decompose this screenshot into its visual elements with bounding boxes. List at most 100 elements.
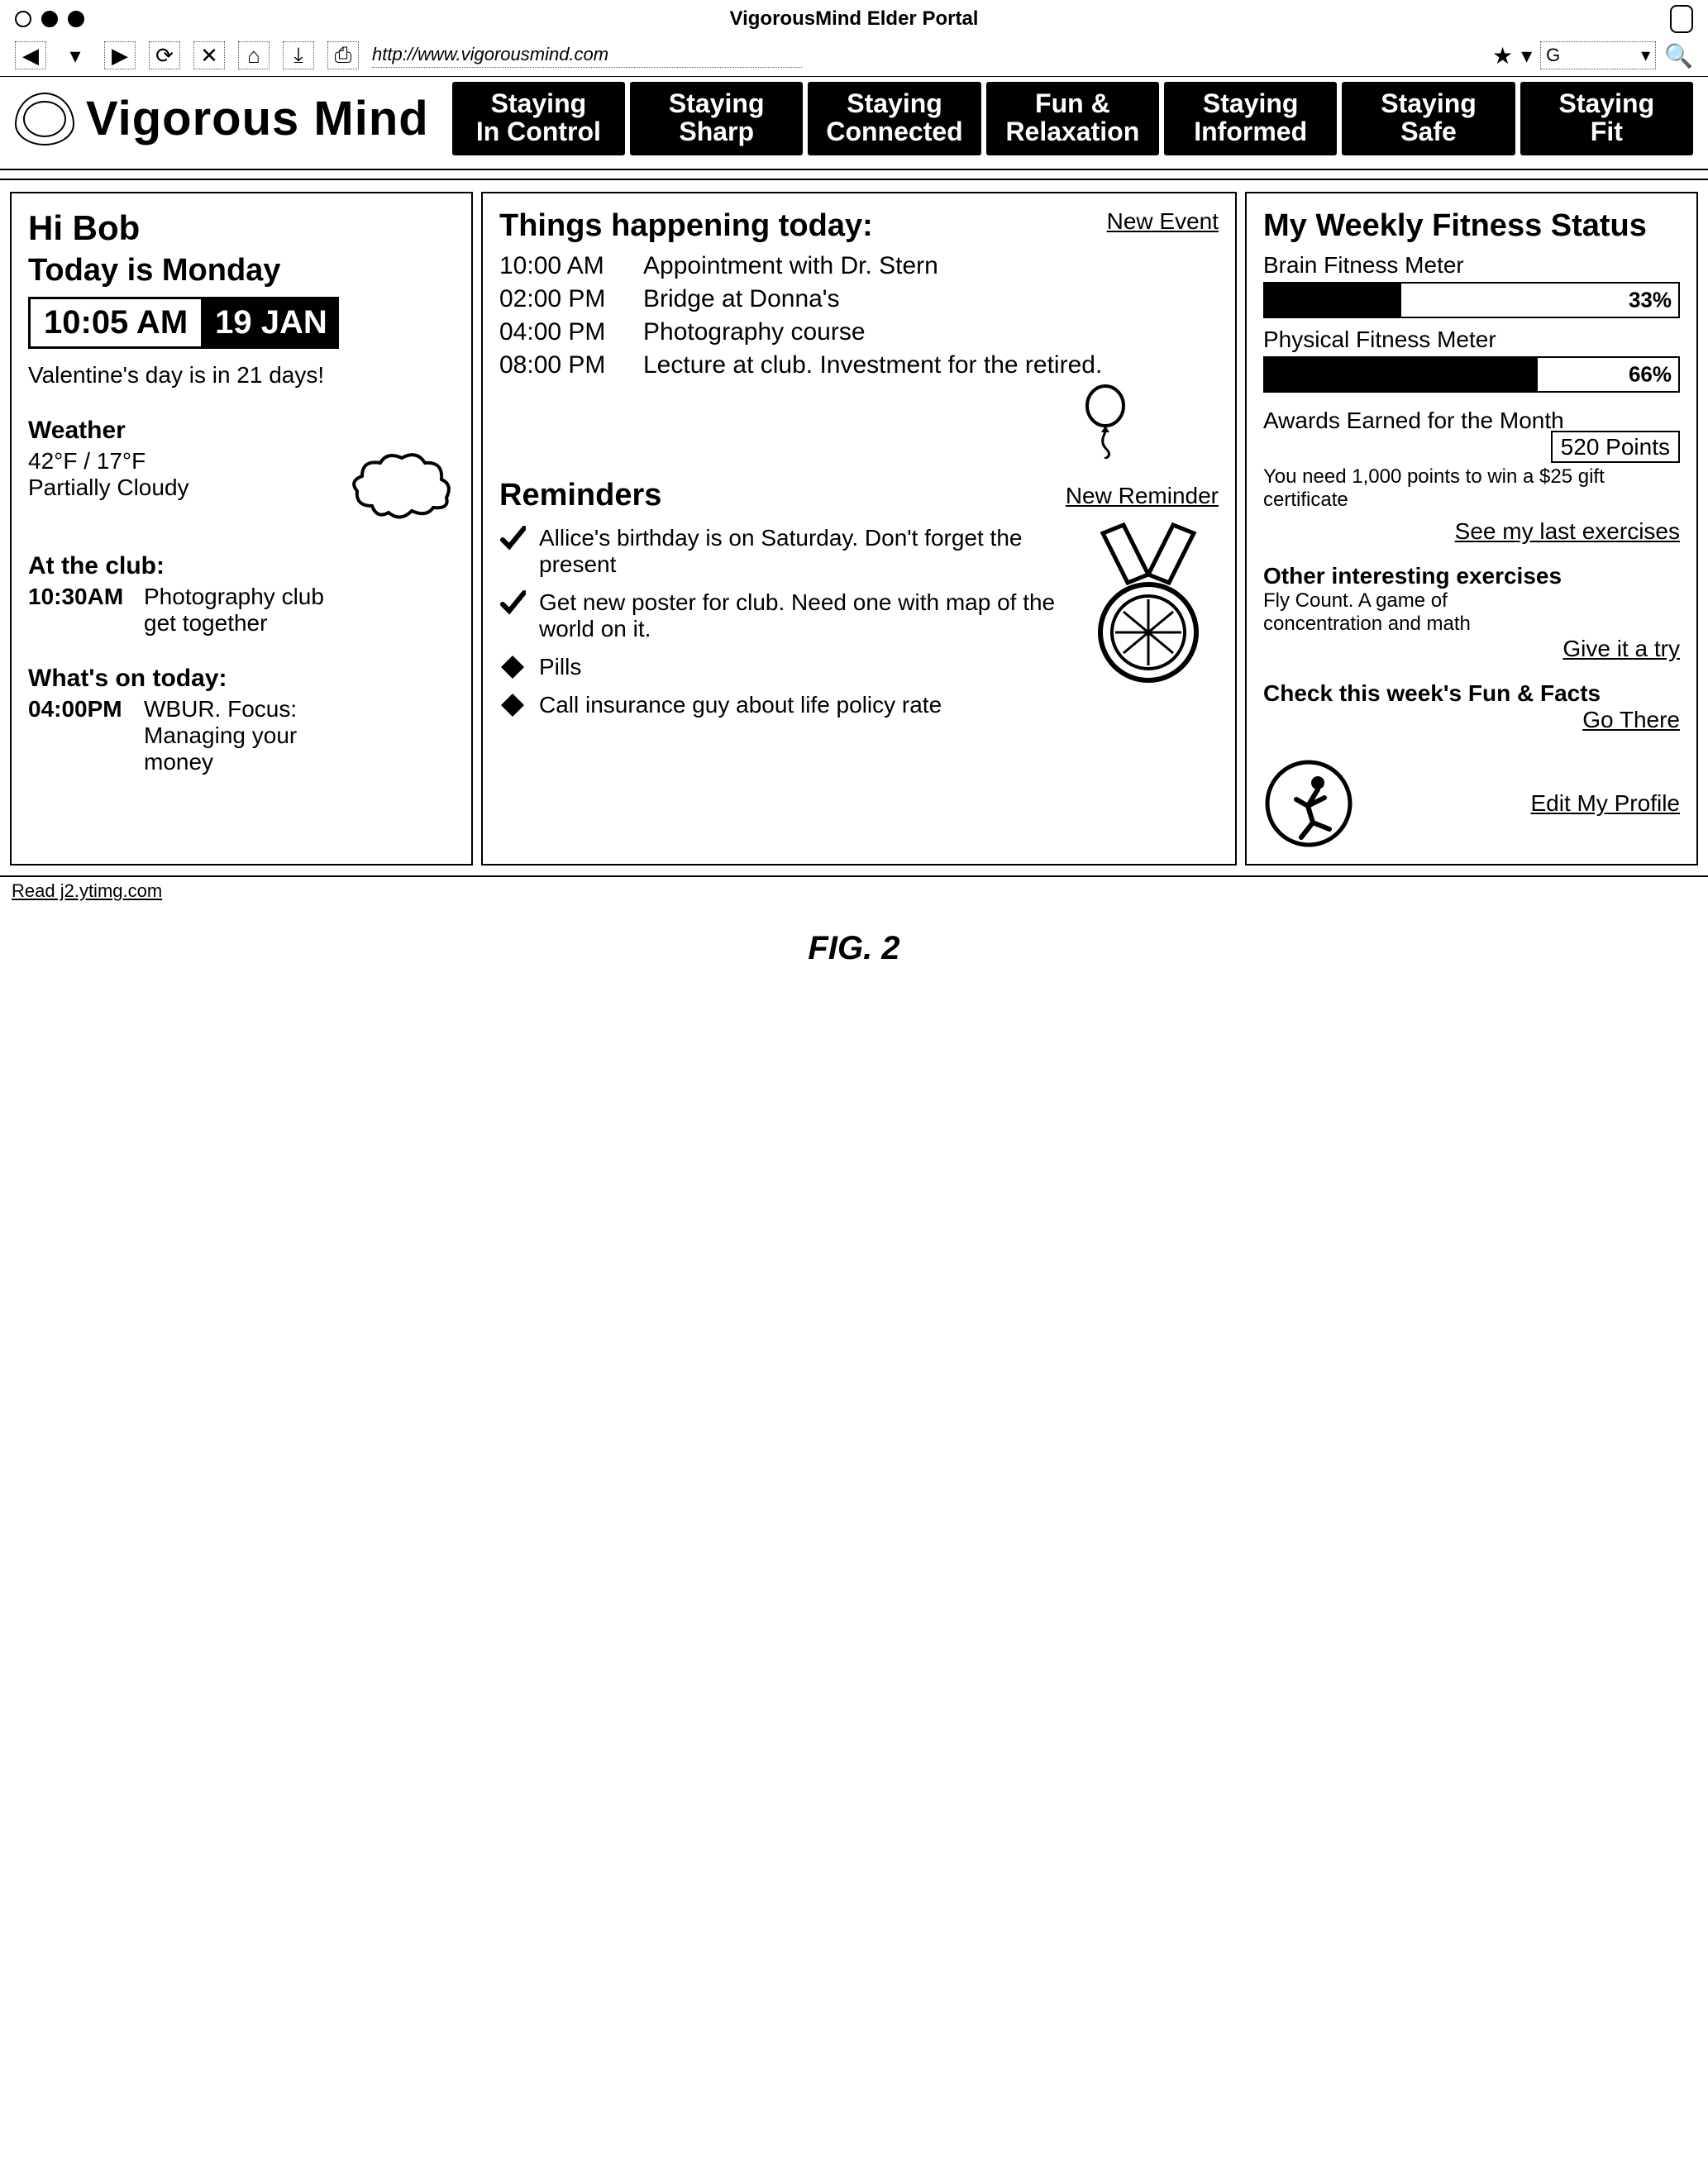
figure-caption: FIG. 2 (0, 930, 1708, 967)
home-button[interactable]: ⌂ (238, 41, 270, 69)
see-last-exercises-link[interactable]: See my last exercises (1455, 518, 1680, 544)
home-icon: ⌂ (247, 43, 260, 69)
physical-meter: 66% (1263, 356, 1680, 393)
nav-tab-line1: Staying (457, 90, 620, 118)
runner-icon (1263, 758, 1354, 849)
nav-tab-line2: Fit (1525, 118, 1688, 146)
nav-tab-connected[interactable]: StayingConnected (808, 82, 980, 155)
event-row[interactable]: 08:00 PMLecture at club. Investment for … (499, 351, 1219, 379)
address-bar[interactable]: http://www.vigorousmind.com (372, 44, 802, 68)
reminder-check-icon (499, 525, 526, 551)
page-down-icon: ⤓ (293, 42, 303, 69)
reload-icon: ⟳ (155, 43, 174, 69)
nav-tab-safe[interactable]: StayingSafe (1342, 82, 1515, 155)
today-label: Today is Monday (28, 253, 455, 289)
forward-icon: ▶ (112, 43, 128, 69)
fun-facts-title: Check this week's Fun & Facts (1263, 680, 1680, 707)
fitness-title: My Weekly Fitness Status (1263, 208, 1680, 244)
main-nav: StayingIn ControlStayingSharpStayingConn… (452, 82, 1693, 155)
event-row[interactable]: 04:00 PMPhotography course (499, 318, 1219, 346)
print-button[interactable]: ⎙ (327, 41, 359, 69)
chevron-down-icon: ▾ (1641, 45, 1650, 66)
center-column: Things happening today: New Event 10:00 … (481, 192, 1237, 866)
header-divider (0, 169, 1708, 180)
other-exercises-line1: Fly Count. A game of (1263, 589, 1680, 613)
nav-tab-line1: Staying (1347, 90, 1510, 118)
back-icon: ◀ (22, 43, 39, 69)
traffic-dot[interactable] (41, 11, 58, 27)
reminder-item[interactable]: Get new poster for club. Need one with m… (499, 589, 1070, 642)
nav-back-button[interactable]: ◀ (15, 41, 46, 69)
brain-meter-label: Brain Fitness Meter (1263, 252, 1680, 279)
nav-tab-line2: Sharp (635, 118, 798, 146)
weather-cloud-icon (347, 448, 455, 524)
search-engine-label: G (1546, 45, 1560, 66)
reminder-item[interactable]: Allice's birthday is on Saturday. Don't … (499, 525, 1070, 578)
right-column: My Weekly Fitness Status Brain Fitness M… (1245, 192, 1698, 866)
go-there-link[interactable]: Go There (1582, 707, 1680, 732)
physical-meter-label: Physical Fitness Meter (1263, 327, 1680, 353)
nav-tab-line2: In Control (457, 118, 620, 146)
event-time: 08:00 PM (499, 351, 632, 379)
reminder-item[interactable]: Call insurance guy about life policy rat… (499, 692, 1070, 718)
reminder-text: Call insurance guy about life policy rat… (539, 692, 942, 718)
status-bar: Read j2.ytimg.com (0, 875, 1708, 905)
club-title: At the club: (28, 552, 455, 580)
reminder-text: Get new poster for club. Need one with m… (539, 589, 1070, 642)
brain-meter: 33% (1263, 282, 1680, 318)
status-text: Read j2.ytimg.com (12, 880, 162, 901)
greeting: Hi Bob (28, 208, 455, 248)
traffic-dot[interactable] (15, 11, 31, 27)
bookmark-dropdown[interactable]: ▾ (1521, 43, 1532, 69)
weather-condition: Partially Cloudy (28, 474, 189, 501)
nav-tab-sharp[interactable]: StayingSharp (630, 82, 803, 155)
current-time: 10:05 AM (28, 297, 203, 349)
search-icon[interactable]: 🔍 (1664, 42, 1693, 69)
new-event-link[interactable]: New Event (1107, 208, 1219, 235)
nav-tab-line1: Staying (813, 90, 976, 118)
window-resize-grip[interactable] (1670, 5, 1693, 33)
holiday-countdown: Valentine's day is in 21 days! (28, 362, 455, 389)
current-date-badge: 19 JAN (203, 297, 339, 349)
whatson-time: 04:00PM (28, 696, 136, 775)
event-row[interactable]: 10:00 AM Appointment with Dr. Stern (499, 252, 1219, 280)
event-desc: Photography course (643, 318, 1219, 346)
event-desc: Appointment with Dr. Stern (643, 252, 1219, 280)
event-time: 10:00 AM (499, 252, 632, 280)
balloon-icon (1083, 384, 1128, 463)
medal-icon (1078, 517, 1219, 690)
give-it-a-try-link[interactable]: Give it a try (1562, 636, 1680, 661)
site-title: Vigorous Mind (86, 91, 429, 146)
nav-tab-line1: Fun & (991, 90, 1154, 118)
reload-button[interactable]: ⟳ (149, 41, 180, 69)
nav-tab-line1: Staying (1169, 90, 1332, 118)
nav-tab-line1: Staying (635, 90, 798, 118)
whatson-line1: WBUR. Focus: (144, 696, 297, 722)
reminder-item[interactable]: Pills (499, 654, 1070, 680)
nav-tab-fit[interactable]: StayingFit (1520, 82, 1693, 155)
nav-dropdown[interactable]: ▾ (60, 41, 91, 69)
window-title: VigorousMind Elder Portal (0, 7, 1708, 31)
traffic-dot[interactable] (68, 11, 84, 27)
reminder-check-icon (499, 589, 526, 616)
points-needed-note: You need 1,000 points to win a $25 gift … (1263, 465, 1680, 512)
reminder-diamond-icon (499, 692, 526, 718)
nav-tab-line2: Safe (1347, 118, 1510, 146)
nav-tab-informed[interactable]: StayingInformed (1164, 82, 1337, 155)
nav-tab-relaxation[interactable]: Fun &Relaxation (986, 82, 1159, 155)
reminder-text: Allice's birthday is on Saturday. Don't … (539, 525, 1070, 578)
nav-tab-line2: Informed (1169, 118, 1332, 146)
edit-profile-link[interactable]: Edit My Profile (1531, 790, 1681, 817)
reminders-title: Reminders (499, 478, 661, 513)
weather-temp: 42°F / 17°F (28, 448, 189, 474)
new-reminder-link[interactable]: New Reminder (1066, 483, 1219, 509)
event-row[interactable]: 02:00 PMBridge at Donna's (499, 285, 1219, 313)
event-desc: Bridge at Donna's (643, 285, 1219, 313)
nav-forward-button[interactable]: ▶ (104, 41, 136, 69)
bookmark-star-icon[interactable]: ★ (1492, 42, 1513, 69)
whatson-line2: Managing your (144, 722, 297, 748)
stop-button[interactable]: ✕ (193, 41, 225, 69)
page-action-button[interactable]: ⤓ (283, 41, 314, 69)
nav-tab-in-control[interactable]: StayingIn Control (452, 82, 625, 155)
search-engine-box[interactable]: G ▾ (1540, 41, 1656, 69)
